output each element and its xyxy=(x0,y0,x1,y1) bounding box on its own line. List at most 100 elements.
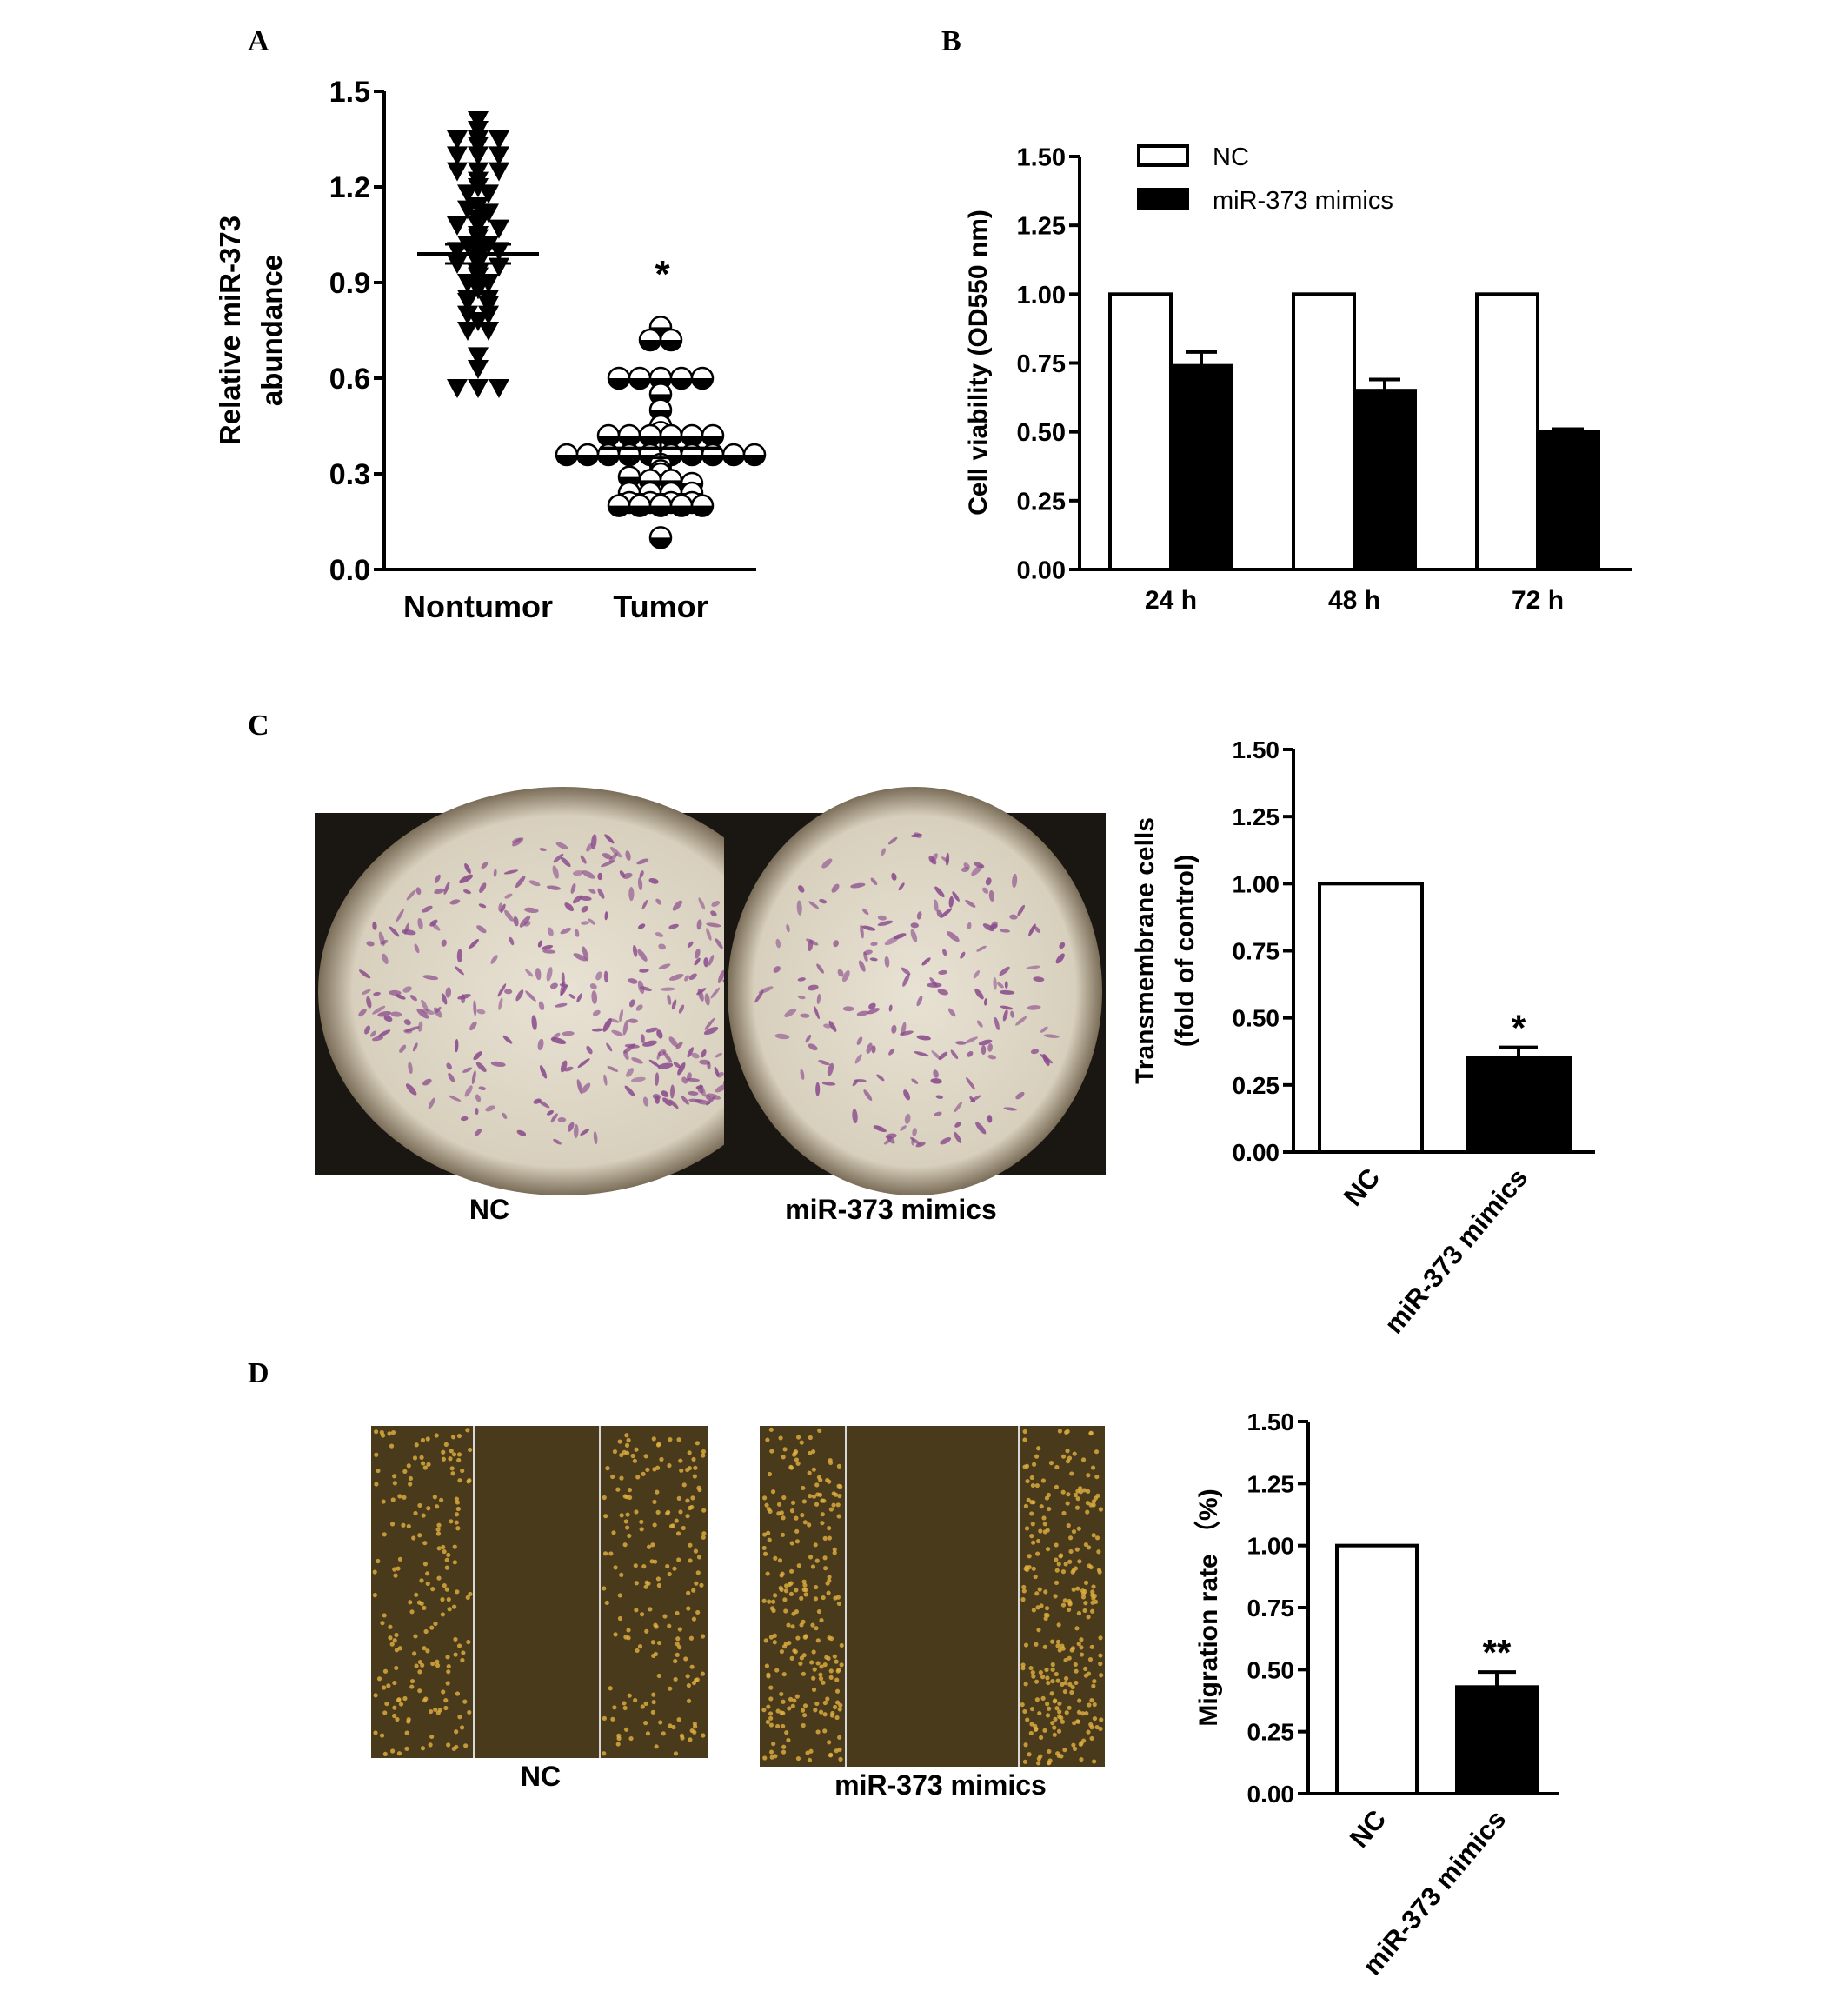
micrograph-cell xyxy=(667,1623,672,1628)
micrograph-cell xyxy=(1058,1554,1063,1559)
micrograph-cell xyxy=(814,1005,820,1020)
micrograph-cell xyxy=(888,1004,893,1012)
micrograph-cell xyxy=(1028,1665,1034,1671)
micrograph-cell xyxy=(420,1746,426,1751)
micrograph-cell xyxy=(954,1122,961,1128)
micrograph-cell xyxy=(1042,1728,1047,1733)
micrograph-cell xyxy=(689,1504,695,1510)
micrograph-cell xyxy=(454,966,464,976)
micrograph-cell xyxy=(549,982,558,989)
micrograph-cell xyxy=(372,1593,377,1598)
chart-a-point-tumor xyxy=(669,494,694,517)
micrograph-cell xyxy=(790,1703,795,1708)
micrograph-cell xyxy=(763,1638,768,1643)
micrograph-cell xyxy=(863,951,868,962)
chart-a-point-half xyxy=(661,340,681,350)
micrograph-cell xyxy=(999,966,1010,976)
micrograph-cell xyxy=(421,999,429,1012)
micrograph-cell xyxy=(643,1701,648,1706)
micrograph-cell xyxy=(448,1456,453,1462)
micrograph-cell xyxy=(815,1661,821,1666)
micrograph-cell xyxy=(609,846,622,858)
micrograph-cell xyxy=(662,1050,673,1063)
micrograph-cell xyxy=(1055,1751,1060,1756)
micrograph-cell xyxy=(604,911,608,921)
micrograph-cell xyxy=(1073,1662,1078,1668)
micrograph-cell xyxy=(822,1712,828,1717)
micrograph-cell xyxy=(978,1039,993,1046)
micrograph-cell xyxy=(608,1551,614,1556)
micrograph-cell xyxy=(769,1449,774,1454)
micrograph-cell xyxy=(515,876,526,889)
micrograph-cell xyxy=(973,969,981,979)
chart-a-point-nontumor xyxy=(447,146,468,166)
micrograph-cell xyxy=(788,1696,794,1702)
micrograph-cell xyxy=(801,1713,808,1718)
micrograph-cell xyxy=(711,901,721,907)
micrograph-cell xyxy=(1089,1644,1094,1649)
micrograph-cell xyxy=(426,1462,431,1467)
micrograph-cell xyxy=(1056,1728,1062,1734)
micrograph-cell xyxy=(542,949,556,954)
micrograph-cell xyxy=(366,941,375,947)
micrograph-cell xyxy=(1036,1756,1041,1762)
chart-d-y-axis-title-line-0: Migration rate （%) xyxy=(1193,1489,1223,1726)
micrograph-cell xyxy=(686,1590,691,1595)
micrograph-cell xyxy=(1055,1643,1060,1648)
micrograph-cell xyxy=(493,868,497,878)
micrograph-cell xyxy=(602,1495,607,1501)
micrograph-cell xyxy=(444,1587,449,1592)
chart-a-x-tick-label: Nontumor xyxy=(403,589,553,624)
micrograph-cell xyxy=(459,874,474,884)
micrograph-cell xyxy=(382,1668,389,1674)
micrograph-cell xyxy=(441,1544,446,1550)
micrograph-cell xyxy=(1060,1489,1066,1495)
micrograph-cell xyxy=(602,1551,608,1556)
micrograph-cell xyxy=(936,909,943,918)
chart-c-bar: 0.00 0.25 0.50 0.75 1.00 1.25 1.50 Transmembran… xyxy=(1131,736,1595,1339)
micrograph-cell xyxy=(457,1715,462,1720)
micrograph-cell xyxy=(389,926,400,937)
micrograph-cell xyxy=(411,1535,416,1541)
micrograph-cell xyxy=(916,911,922,920)
micrograph-cell xyxy=(698,897,706,910)
micrograph-cell xyxy=(443,1442,449,1447)
micrograph-cell xyxy=(509,936,515,946)
micrograph-cell xyxy=(791,1611,796,1616)
micrograph-cell xyxy=(901,967,911,976)
micrograph-cell xyxy=(389,1642,395,1647)
micrograph-cell xyxy=(616,1735,622,1742)
micrograph-cell xyxy=(1089,1608,1095,1614)
micrograph-cell xyxy=(819,1617,824,1623)
chart-d-bar xyxy=(1335,1543,1419,1795)
micrograph-cell xyxy=(429,1734,435,1740)
micrograph-cell xyxy=(827,1575,832,1580)
micrograph-cell xyxy=(699,1582,704,1588)
micrograph-cell xyxy=(656,1442,661,1447)
micrograph-cell xyxy=(612,1449,618,1455)
micrograph-cell xyxy=(790,1624,795,1629)
micrograph-cell xyxy=(773,966,781,973)
micrograph-cell xyxy=(833,1704,838,1710)
micrograph-cell xyxy=(442,1548,447,1555)
micrograph-cell xyxy=(414,1442,419,1448)
micrograph-cell xyxy=(802,1703,808,1708)
micrograph-cell xyxy=(372,1005,386,1015)
micrograph-cell xyxy=(469,1021,477,1031)
micrograph-cell xyxy=(504,893,513,899)
micrograph-cell xyxy=(761,1708,767,1713)
micrograph-cell xyxy=(502,1112,508,1120)
micrograph-cell xyxy=(835,1595,841,1600)
micrograph-background xyxy=(371,1426,708,1758)
micrograph-cell xyxy=(810,1622,815,1628)
micrograph-cell xyxy=(1096,1549,1101,1555)
micrograph-cell xyxy=(769,1755,774,1760)
micrograph-cell xyxy=(947,931,960,942)
micrograph-cell xyxy=(358,969,371,979)
micrograph-cell xyxy=(950,1049,959,1060)
micrograph-cell xyxy=(422,1078,432,1086)
image-caption-d-mimics: miR-373 mimics xyxy=(834,1769,1047,1801)
micrograph-cell xyxy=(987,1054,996,1060)
micrograph-cell xyxy=(787,1706,792,1711)
micrograph-cell xyxy=(396,1697,402,1703)
